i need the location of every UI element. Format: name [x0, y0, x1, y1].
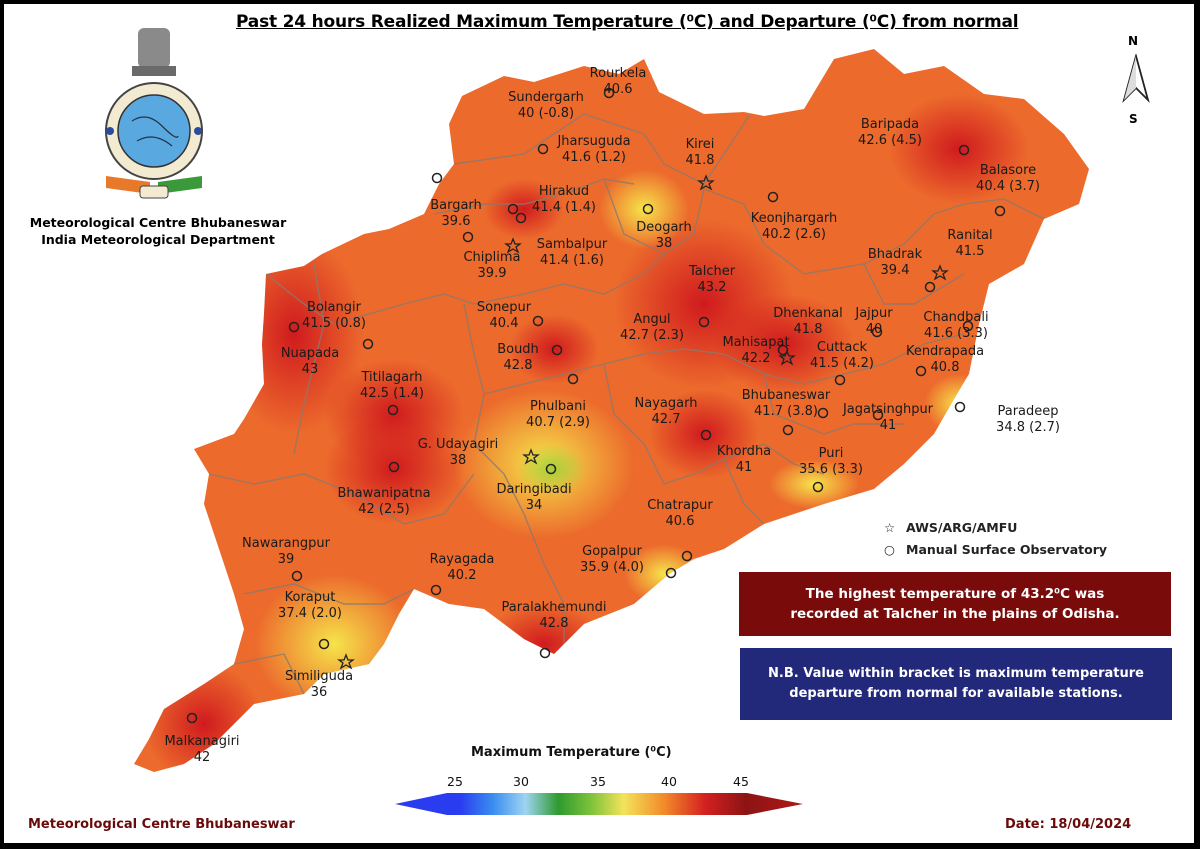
station-bhubaneswar: Bhubaneswar 41.7 (3.8) [741, 388, 831, 419]
map-sheet: Sundergarh 40 (-0.8) Rourkela 40.6 Jharsug… [4, 4, 1194, 843]
station-sundergarh: Sundergarh 40 (-0.8) [508, 90, 584, 121]
odisha-temperature-map [134, 49, 1089, 772]
station-balasore: Balasore 40.4 (3.7) [976, 163, 1040, 194]
station-hirakud: Hirakud 41.4 (1.4) [532, 184, 596, 215]
station-talcher: Talcher 43.2 [688, 264, 736, 295]
organization-name: Meteorological Centre Bhubaneswar India … [29, 215, 287, 247]
station-nayagarh: Nayagarh 42.7 [634, 396, 698, 427]
north-arrow-icon [1122, 54, 1150, 104]
highest-temperature-box: The highest temperature of 43.2⁰C was rec… [739, 572, 1171, 636]
station-jagatsinghpur: Jagatsinghpur 41 [842, 402, 934, 433]
colorbar [395, 793, 803, 815]
footer-date: Date: 18/04/2024 [1005, 817, 1132, 832]
station-nuapada: Nuapada 43 [280, 346, 340, 377]
station-paradeep: Paradeep 34.8 (2.7) [996, 404, 1060, 435]
station-titilagarh: Titilagarh 42.5 (1.4) [360, 370, 424, 401]
station-g-udayagiri: G. Udayagiri 38 [417, 437, 499, 468]
station-rayagada: Rayagada 40.2 [429, 552, 495, 583]
station-jajpur: Jajpur 40 [855, 306, 893, 337]
station-nawarangpur: Nawarangpur 39 [242, 536, 330, 567]
station-phulbani: Phulbani 40.7 (2.9) [526, 399, 590, 430]
station-angul: Angul 42.7 (2.3) [620, 312, 684, 343]
symbol-legend: ☆ AWS/ARG/AMFU ○ Manual Surface Observator… [884, 517, 1107, 561]
station-keonjhargarh: Keonjhargarh 40.2 (2.6) [750, 211, 838, 242]
station-ranital: Ranital 41.5 [947, 228, 993, 259]
station-koraput: Koraput 37.4 (2.0) [278, 590, 342, 621]
station-mahisapat: Mahisapat 42.2 [722, 335, 790, 366]
station-puri: Puri 35.6 (3.3) [799, 446, 863, 477]
star-icon: ☆ [884, 520, 896, 535]
station-kirei: Kirei 41.8 [685, 137, 715, 168]
station-jharsuguda: Jharsuguda 41.6 (1.2) [557, 134, 631, 165]
station-kendrapada: Kendrapada 40.8 [905, 344, 985, 375]
station-malkanagiri: Malkanagiri 42 [164, 734, 240, 765]
station-chiplima: Chiplima 39.9 [463, 250, 521, 281]
north-label: N [1128, 34, 1139, 48]
station-chatrapur: Chatrapur 40.6 [647, 498, 713, 529]
north-arrow: N S [1114, 34, 1158, 126]
map-title: Past 24 hours Realized Maximum Temperatu… [236, 12, 1019, 32]
station-gopalpur: Gopalpur 35.9 (4.0) [580, 544, 644, 575]
station-bhadrak: Bhadrak 39.4 [867, 247, 923, 278]
station-baripada: Baripada 42.6 (4.5) [858, 117, 922, 148]
station-paralakhemundi: Paralakhemundi 42.8 [501, 600, 607, 631]
circle-icon: ○ [884, 542, 895, 557]
station-deogarh: Deogarh 38 [636, 220, 692, 251]
legend-aws: ☆ AWS/ARG/AMFU [884, 517, 1107, 539]
station-bolangir: Bolangir 41.5 (0.8) [302, 300, 366, 331]
station-dhenkanal: Dhenkanal 41.8 [773, 306, 843, 337]
south-label: S [1129, 112, 1138, 126]
station-bhawanipatna: Bhawanipatna 42 (2.5) [337, 486, 431, 517]
station-boudh: Boudh 42.8 [497, 342, 539, 373]
station-daringibadi: Daringibadi 34 [496, 482, 572, 513]
colorbar-title: Maximum Temperature (⁰C) [471, 745, 672, 760]
station-rourkela: Rourkela 40.6 [589, 66, 647, 97]
station-sambalpur: Sambalpur 41.4 (1.6) [536, 237, 608, 268]
legend-manual: ○ Manual Surface Observatory [884, 539, 1107, 561]
station-cuttack: Cuttack 41.5 (4.2) [810, 340, 874, 371]
aws-markers [337, 174, 949, 670]
footer-organization: Meteorological Centre Bhubaneswar [28, 817, 295, 832]
station-khordha: Khordha 41 [716, 444, 772, 475]
note-box: N.B. Value within bracket is maximum tem… [740, 648, 1172, 720]
station-bargarh: Bargarh 39.6 [430, 198, 482, 229]
station-chandbali: Chandbali 41.6 (3.3) [923, 310, 989, 341]
station-sonepur: Sonepur 40.4 [476, 300, 532, 331]
station-markers [186, 87, 1006, 724]
station-similiguda: Similiguda 36 [284, 669, 354, 700]
imd-logo-icon [105, 28, 203, 199]
